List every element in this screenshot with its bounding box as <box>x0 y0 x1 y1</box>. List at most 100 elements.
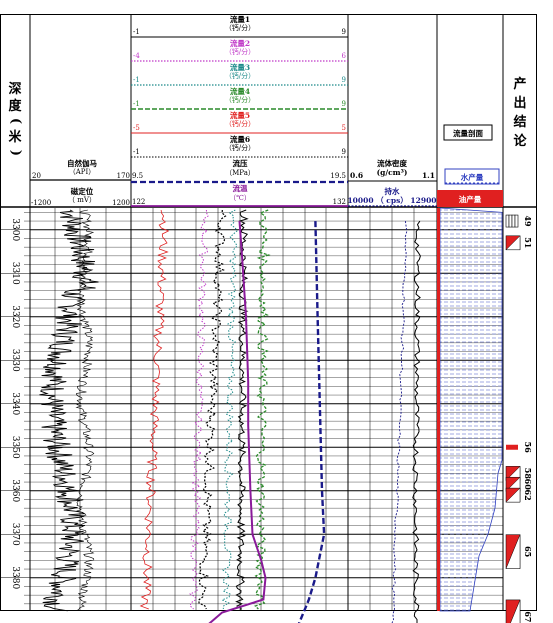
holdup-name: 持水 <box>385 186 400 196</box>
flow-curve-header-5: 流量5 （钙/分） -5 5 <box>131 110 348 134</box>
flow3-max: 9 <box>342 76 346 84</box>
density-unit: (g/cm³) <box>377 168 408 177</box>
flow3-unit: （钙/分） <box>225 71 255 80</box>
flow2-unit: （钙/分） <box>225 47 255 56</box>
flow1-curve <box>235 209 249 611</box>
density-max: 1.1 <box>422 171 435 180</box>
water-profile-area <box>439 207 503 612</box>
flow3-name: 流量3 <box>230 62 250 72</box>
oil-profile-bar <box>437 208 440 611</box>
flow5-name: 流量5 <box>230 110 250 120</box>
ccl-min: -1200 <box>31 199 51 207</box>
depth-label: 3310 <box>10 262 20 285</box>
depth-title-char: 米 <box>8 129 22 145</box>
layer-marker <box>506 444 518 450</box>
ccl-unit: （ mV） <box>68 196 96 204</box>
conclusion-title: 产 出 结 论 <box>513 76 527 149</box>
flow4-max: 9 <box>342 100 346 108</box>
flow5-min: -5 <box>133 124 140 132</box>
gr-unit: （API） <box>69 168 96 176</box>
holdup-curve <box>391 221 408 623</box>
temperature-name: 流温 <box>233 183 248 193</box>
temperature-max: 132 <box>333 198 346 206</box>
temperature-header: 流温 （℃） 122 132 <box>131 183 348 207</box>
pressure-header: 流压 （MPa） 9.5 19.5 <box>131 158 348 184</box>
layer-number: 60 <box>523 479 533 491</box>
flow-profile <box>437 207 503 612</box>
layer-marker <box>505 487 521 503</box>
gr-name: 自然伽马 <box>67 158 97 168</box>
gr-track-header: 自然伽马 （API） 20 170 磁定位 （ mV） -1200 1200 <box>30 158 131 207</box>
flow5-curve <box>139 209 170 610</box>
depth-title-char: 深 <box>8 81 21 97</box>
layer-number: 65 <box>523 546 533 557</box>
layer-number: 62 <box>523 490 533 501</box>
conclusion-title-char: 产 <box>513 76 526 92</box>
flow5-unit: （钙/分） <box>225 119 255 128</box>
flow-curve-header-4: 流量4 （钙/分） -1 9 <box>131 86 348 110</box>
layer-number: 58 <box>523 468 533 480</box>
flow3-curve <box>220 209 238 610</box>
depth-track: 深 度 ( 米 ) 330033103320333033403350336033… <box>0 81 30 605</box>
layer-number: 56 <box>523 442 533 454</box>
flow-curve-header-6: 流量6 （钙/分） -1 9 <box>131 134 348 158</box>
flow4-unit: （钙/分） <box>225 95 255 104</box>
layer-marker <box>505 599 521 623</box>
flow2-name: 流量2 <box>230 38 250 48</box>
depth-label: 3370 <box>10 523 20 546</box>
depth-title: 深 度 ( 米 ) <box>8 81 23 156</box>
profile-title: 流量剖面 <box>453 128 483 138</box>
depth-label: 3300 <box>10 218 20 241</box>
depth-ticks: 3300 3310 3320 3330 3340 3350 3360 3370 3380 <box>0 212 30 605</box>
conclusion-title-char: 论 <box>513 133 527 149</box>
flow3-min: -1 <box>133 76 140 84</box>
density-name: 流体密度 <box>377 158 407 168</box>
flow1-max: 9 <box>342 28 346 36</box>
ccl-curve <box>75 209 95 611</box>
depth-label: 3380 <box>10 566 20 589</box>
layer-marker <box>505 465 521 481</box>
flow2-curve <box>188 209 209 610</box>
gr-max: 170 <box>117 172 130 180</box>
holdup-scale: 10000 （ cps） 12900 <box>347 195 436 205</box>
flow1-name: 流量1 <box>230 14 250 24</box>
flow-curve-header-1: 流量1 （钙/分） -1 9 <box>131 14 348 38</box>
depth-label: 3340 <box>10 392 20 415</box>
oil-legend-label: 油产量 <box>459 194 482 204</box>
flow4-min: -1 <box>133 100 140 108</box>
conclusion-title-char: 结 <box>513 114 526 130</box>
flow-curve-header-3: 流量3 （钙/分） -1 9 <box>131 62 348 86</box>
flow1-unit: （钙/分） <box>225 23 255 32</box>
flow6-min: -1 <box>133 148 140 156</box>
layer-number: 67 <box>523 611 533 622</box>
flow6-max: 9 <box>342 148 346 156</box>
pressure-curve <box>297 221 326 623</box>
flow2-min: -4 <box>133 52 140 60</box>
oil-legend-box <box>437 190 503 207</box>
water-legend-label: 水产量 <box>461 172 484 182</box>
layer-marker <box>505 534 521 569</box>
temperature-unit: （℃） <box>229 194 251 202</box>
flow6-name: 流量6 <box>230 134 250 144</box>
density-track-header: 流体密度 (g/cm³) 0.6 1.1 持水 10000 （ cps） 129… <box>347 158 437 207</box>
ccl-name: 磁定位 <box>71 186 94 196</box>
pressure-name: 流压 <box>233 158 248 168</box>
pressure-max: 19.5 <box>330 172 346 180</box>
depth-title-char: ) <box>8 150 23 156</box>
profile-title-box <box>443 124 493 141</box>
temperature-curve <box>208 221 267 623</box>
density-curve <box>412 220 421 623</box>
temperature-min: 122 <box>132 198 145 206</box>
depth-label: 3330 <box>10 349 20 372</box>
density-min: 0.6 <box>350 171 363 180</box>
layer-marker <box>505 235 521 251</box>
log-grid <box>30 208 503 611</box>
depth-title-char: 度 <box>8 98 22 114</box>
layer-marker <box>505 214 519 228</box>
flow6-unit: （钙/分） <box>225 143 255 152</box>
depth-label: 3350 <box>10 436 20 459</box>
gamma-ray-curve <box>39 209 99 612</box>
flow5-max: 5 <box>342 124 346 132</box>
depth-label: 3320 <box>10 305 20 328</box>
flow6-curve <box>198 209 227 610</box>
